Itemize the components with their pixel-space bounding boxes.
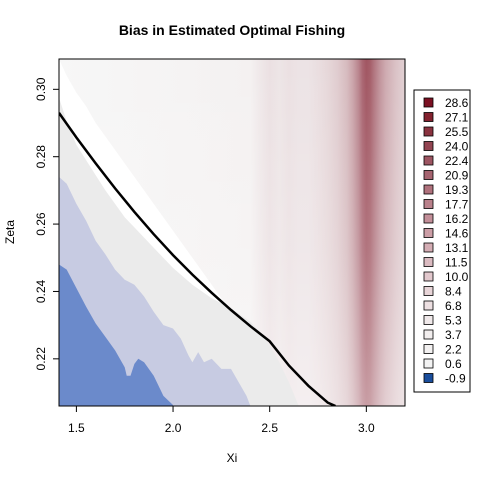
legend-label: 28.6: [445, 96, 469, 110]
x-tick-label: 2.5: [261, 421, 278, 435]
legend-swatch: [423, 344, 434, 354]
y-tick-label: 0.26: [34, 212, 48, 236]
legend-swatch: [423, 199, 434, 209]
x-tick-label: 1.5: [68, 421, 85, 435]
legend-swatch: [423, 112, 434, 122]
plot-frame: [58, 58, 406, 407]
legend-swatch: [423, 213, 434, 224]
legend-swatch: [423, 97, 434, 108]
legend-label: 17.7: [445, 198, 469, 212]
x-axis: 1.5 2.0 2.5 3.0: [68, 406, 375, 435]
legend-swatch: [423, 170, 434, 180]
legend-label: 13.1: [445, 241, 469, 255]
legend-label: 0.6: [445, 357, 462, 371]
x-axis-title: Xi: [227, 451, 238, 465]
legend-swatch: [423, 373, 434, 383]
legend-label: 8.4: [445, 285, 462, 299]
legend-swatch: [423, 286, 434, 296]
legend-label: 25.5: [445, 125, 469, 139]
y-axis: 0.22 0.24 0.26 0.28 0.30: [34, 77, 59, 370]
legend-swatch: [423, 126, 434, 137]
legend-label: 27.1: [445, 111, 469, 125]
legend-swatch: [423, 228, 434, 238]
legend-swatch: [423, 257, 434, 267]
dark-blue-region: [59, 264, 173, 406]
legend-swatch: [423, 329, 434, 340]
legend-label: 10.0: [445, 270, 469, 284]
y-tick-label: 0.24: [34, 279, 48, 303]
reference-curve: [59, 112, 336, 406]
legend-label: 22.4: [445, 154, 469, 168]
legend-label: 6.8: [445, 299, 462, 313]
legend-swatch: [423, 141, 434, 151]
legend-label: 11.5: [445, 256, 468, 270]
legend-label: -0.9: [445, 372, 466, 386]
legend-label: 24.0: [445, 140, 469, 154]
bias-regions: [59, 59, 299, 406]
legend-swatch: [423, 184, 434, 195]
legend-label: 14.6: [445, 227, 469, 241]
x-tick-label: 3.0: [358, 421, 375, 435]
legend-label: 20.9: [445, 169, 469, 183]
chart-title: Bias in Estimated Optimal Fishing: [119, 22, 345, 38]
legend-swatch: [423, 271, 434, 282]
y-axis-title: Zeta: [3, 220, 17, 244]
legend: 28.627.125.524.022.420.919.317.716.214.6…: [413, 89, 471, 393]
legend-label: 19.3: [445, 183, 469, 197]
legend-label: 2.2: [445, 343, 462, 357]
legend-box: [413, 89, 471, 393]
x-tick-label: 2.0: [165, 421, 182, 435]
legend-swatch: [423, 358, 434, 369]
legend-label: 5.3: [445, 314, 462, 328]
legend-swatch: [423, 155, 434, 166]
legend-label: 3.7: [445, 328, 462, 342]
legend-swatch: [423, 315, 434, 325]
legend-swatch: [423, 242, 434, 253]
y-tick-label: 0.30: [34, 77, 48, 101]
legend-label: 16.2: [445, 212, 469, 226]
y-tick-label: 0.22: [34, 347, 48, 371]
heatmap-plot-area: [59, 59, 405, 406]
legend-swatch: [423, 300, 434, 311]
y-tick-label: 0.28: [34, 145, 48, 169]
